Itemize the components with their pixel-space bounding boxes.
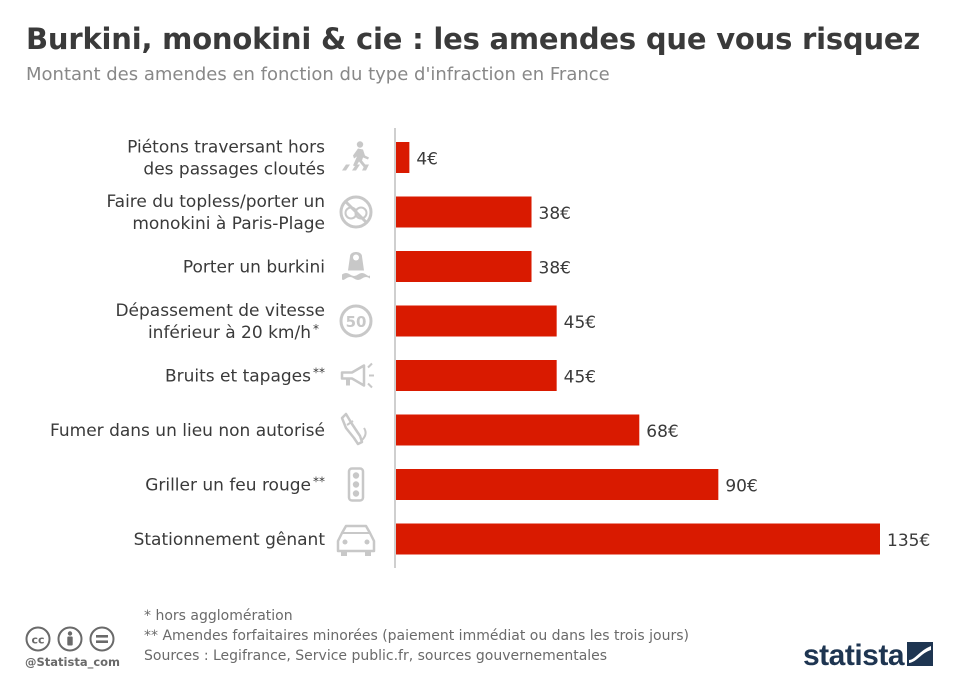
value-label-3: 45€ xyxy=(564,313,596,333)
value-label-2: 38€ xyxy=(539,259,571,279)
megaphone-icon xyxy=(340,362,374,389)
category-label-4-line-0: Bruits et tapages xyxy=(165,367,311,387)
category-label-1-line-1: monokini à Paris-Plage xyxy=(132,214,325,234)
attribution-icon xyxy=(57,626,83,652)
bar-6 xyxy=(395,469,719,500)
statista-credit: @Statista_com xyxy=(25,655,121,669)
category-label-1-line-0: Faire du topless/porter un xyxy=(106,192,325,212)
statista-logo-icon xyxy=(907,642,933,666)
car-icon xyxy=(336,524,376,556)
value-label-7: 135€ xyxy=(887,531,930,551)
value-label-5: 68€ xyxy=(646,422,678,442)
footnotes: * hors agglomération ** Amendes forfaita… xyxy=(144,606,689,666)
bar-7 xyxy=(395,523,880,555)
category-label-2-line-0: Porter un burkini xyxy=(183,258,325,278)
pedestrian-crossing-icon xyxy=(342,141,369,171)
license-icons: cc xyxy=(25,626,121,657)
no-derivatives-icon xyxy=(89,626,115,652)
category-label-3-line-1: inférieur à 20 km/h xyxy=(148,323,311,343)
category-label-6-line-0: Griller un feu rouge xyxy=(145,476,311,496)
category-label-5-line-0: Fumer dans un lieu non autorisé xyxy=(50,421,325,441)
footnote-sources: Sources : Legifrance, Service public.fr,… xyxy=(144,648,608,664)
category-label-0-line-1: des passages cloutés xyxy=(143,160,325,180)
cc-icon: cc xyxy=(25,626,51,652)
footnote-double-star: ** Amendes forfaitaires minorées (paieme… xyxy=(144,628,689,644)
bar-3 xyxy=(395,305,557,337)
no-topless-icon xyxy=(339,195,373,229)
logo-wordmark: statista xyxy=(803,639,905,672)
category-label-3-line-0: Dépassement de vitesse xyxy=(115,301,325,321)
statista-logo[interactable]: statista xyxy=(803,638,937,677)
value-label-0: 4€ xyxy=(416,150,438,170)
cigarette-icon xyxy=(340,412,367,446)
value-label-1: 38€ xyxy=(539,204,571,224)
svg-text:50: 50 xyxy=(346,313,367,331)
bar-4 xyxy=(395,360,557,391)
chart-subtitle: Montant des amendes en fonction du type … xyxy=(26,64,610,85)
category-label-0-line-0: Piétons traversant hors xyxy=(127,138,325,158)
footnote-single-star: * hors agglomération xyxy=(144,608,293,624)
bar-1 xyxy=(395,196,532,228)
svg-text:cc: cc xyxy=(31,634,44,647)
category-footnote-mark-3: * xyxy=(313,322,319,336)
bar-0 xyxy=(395,142,410,173)
traffic-light-icon xyxy=(347,467,365,502)
speed-limit-50-icon: 50 xyxy=(339,304,373,338)
value-label-4: 45€ xyxy=(564,368,596,388)
bar-2 xyxy=(395,251,532,282)
burkini-icon xyxy=(342,252,370,280)
category-label-7-line-0: Stationnement gênant xyxy=(134,530,326,550)
chart-title: Burkini, monokini & cie : les amendes qu… xyxy=(26,22,921,56)
bar-5 xyxy=(395,414,640,446)
value-label-6: 90€ xyxy=(725,477,757,497)
category-footnote-mark-6: ** xyxy=(313,475,325,489)
category-footnote-mark-4: ** xyxy=(313,366,325,380)
